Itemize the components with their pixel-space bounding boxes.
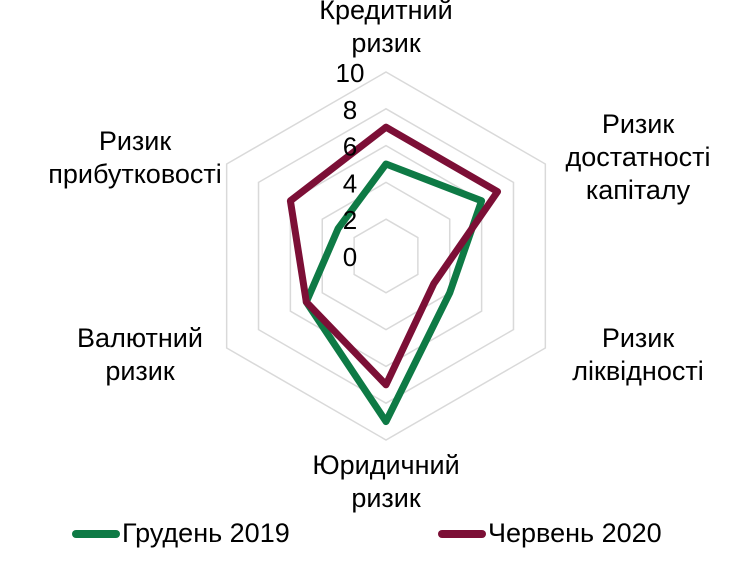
series-line-2 (286, 123, 502, 389)
radial-tick-label: 0 (343, 242, 357, 272)
grid-ring (257, 107, 515, 405)
legend-swatch-maroon (438, 529, 486, 538)
legend-item-jun-2020: Червень 2020 (438, 518, 662, 549)
radial-tick-label: 2 (343, 205, 357, 235)
series-line-1 (302, 160, 486, 426)
axis-label-legal-risk: Юридичний ризик (312, 450, 460, 513)
legend-label: Червень 2020 (488, 518, 662, 548)
axis-label-credit-risk: Кредитний ризик (319, 0, 453, 58)
grid-ring (353, 218, 419, 294)
radial-tick-label: 8 (343, 95, 357, 125)
legend-swatch-green (72, 529, 120, 538)
radial-tick-labels: 0 2 4 6 8 10 (336, 58, 365, 272)
grid-ring (321, 181, 451, 331)
radial-tick-label: 6 (343, 132, 357, 162)
radial-tick-label: 4 (343, 168, 357, 198)
axis-label-capital-adequacy-risk: Ризик достатності капіталу (565, 109, 711, 205)
axis-label-profitability-risk: Ризик прибутковості (48, 126, 222, 189)
legend-item-dec-2019: Грудень 2019 (72, 518, 290, 549)
axis-label-liquidity-risk: Ризик ліквідності (572, 323, 704, 386)
radar-series (286, 123, 502, 426)
legend-label: Грудень 2019 (122, 518, 290, 548)
axis-label-currency-risk: Валютний ризик (77, 323, 203, 386)
radial-tick-label: 10 (336, 58, 365, 88)
grid-ring (225, 71, 547, 441)
